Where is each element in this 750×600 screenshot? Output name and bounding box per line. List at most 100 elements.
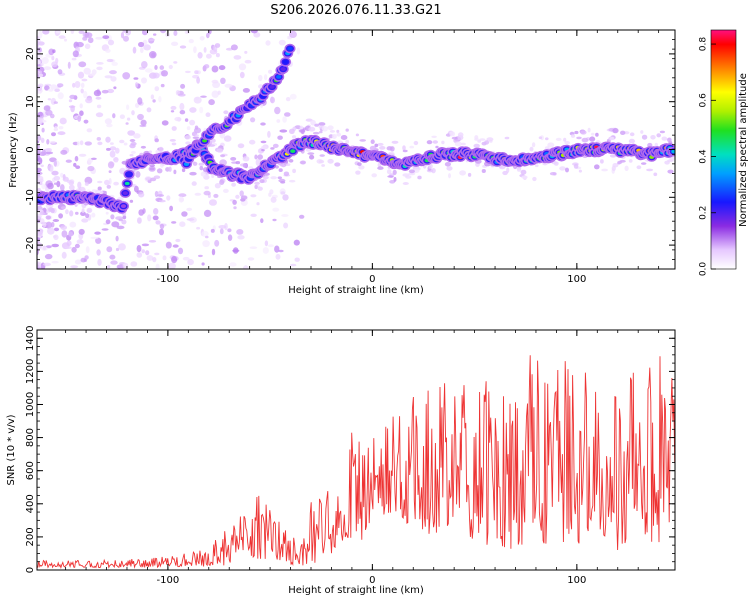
- noise-blob: [86, 128, 93, 133]
- noise-blob: [628, 138, 636, 144]
- noise-blob: [115, 247, 120, 252]
- noise-blob: [39, 218, 45, 225]
- noise-blob: [43, 262, 51, 267]
- noise-blob: [138, 209, 144, 216]
- noise-blob: [580, 130, 587, 135]
- noise-blob: [619, 159, 626, 163]
- branch-blob: [287, 46, 293, 51]
- noise-blob: [267, 244, 274, 248]
- noise-blob: [160, 83, 165, 88]
- noise-blob: [37, 213, 42, 220]
- noise-blob: [105, 136, 111, 143]
- noise-blob: [115, 235, 119, 242]
- noise-blob: [331, 134, 337, 139]
- branch-blob: [276, 75, 282, 79]
- noise-blob: [327, 125, 334, 131]
- noise-blob: [319, 154, 325, 157]
- noise-blob: [121, 219, 127, 225]
- colorbar-tick-label: 0.2: [699, 206, 709, 220]
- noise-blob: [65, 159, 72, 163]
- noise-blob: [656, 133, 661, 138]
- noise-blob: [250, 194, 257, 198]
- noise-blob: [106, 58, 114, 63]
- noise-blob: [84, 43, 91, 50]
- ridge-blob: [126, 172, 132, 177]
- snr-ytick-label: 400: [25, 494, 36, 513]
- noise-blob: [300, 160, 306, 165]
- noise-blob: [219, 228, 224, 235]
- noise-blob: [125, 122, 129, 125]
- noise-blob: [43, 66, 52, 71]
- noise-blob: [250, 117, 256, 123]
- noise-blob: [145, 250, 150, 256]
- noise-blob: [574, 130, 579, 135]
- noise-blob: [58, 213, 63, 219]
- noise-blob: [230, 157, 237, 161]
- noise-blob: [481, 169, 486, 173]
- noise-blob: [53, 235, 57, 238]
- noise-blob: [312, 131, 320, 135]
- noise-blob: [521, 175, 528, 179]
- noise-blob: [517, 168, 522, 172]
- noise-blob: [289, 30, 297, 38]
- noise-blob: [659, 130, 666, 134]
- noise-blob: [129, 154, 134, 157]
- noise-blob: [620, 130, 626, 135]
- noise-blob: [110, 260, 118, 265]
- noise-blob: [428, 163, 433, 169]
- noise-blob: [111, 61, 118, 66]
- noise-blob: [152, 215, 159, 221]
- noise-blob: [37, 85, 43, 91]
- snr-ytick-label: 1000: [25, 392, 36, 417]
- noise-blob: [520, 169, 527, 175]
- noise-blob: [441, 140, 445, 145]
- noise-blob: [119, 114, 125, 119]
- noise-blob: [392, 169, 397, 175]
- noise-blob: [502, 170, 508, 176]
- noise-blob: [126, 104, 130, 110]
- noise-blob: [595, 132, 599, 137]
- ridge-blob: [671, 149, 675, 154]
- colorbar-ticks: 0.0 0.2 0.4 0.6 0.8: [699, 37, 716, 276]
- noise-blob: [75, 41, 84, 48]
- noise-blob: [345, 128, 349, 132]
- noise-blob: [181, 211, 188, 217]
- noise-blob: [140, 119, 147, 126]
- noise-blob: [256, 202, 260, 206]
- noise-blob: [214, 183, 221, 189]
- noise-blob: [308, 126, 316, 132]
- noise-blob: [244, 50, 248, 54]
- noise-blob: [309, 154, 315, 160]
- noise-blob: [198, 162, 205, 166]
- noise-blob: [40, 137, 45, 143]
- noise-blob: [549, 172, 557, 176]
- noise-blob: [106, 123, 113, 128]
- noise-blob: [161, 120, 169, 126]
- noise-blob: [94, 231, 101, 235]
- noise-blob: [110, 214, 115, 220]
- noise-blob: [153, 175, 161, 179]
- noise-blob: [45, 109, 53, 116]
- noise-blob: [174, 116, 182, 122]
- noise-blob: [38, 30, 43, 39]
- noise-blob: [581, 137, 589, 143]
- noise-blob: [81, 218, 89, 223]
- noise-blob: [91, 157, 97, 160]
- noise-blob: [159, 228, 164, 236]
- noise-blob: [238, 63, 247, 71]
- noise-blob: [193, 96, 202, 104]
- noise-blob: [280, 181, 286, 184]
- noise-blob: [53, 175, 61, 181]
- noise-blob: [37, 60, 41, 65]
- noise-blob: [79, 140, 84, 146]
- noise-blob: [274, 245, 280, 253]
- noise-blob: [223, 135, 232, 142]
- snr-plot-area: [37, 355, 675, 569]
- spectrogram-ytick-label: 10: [25, 95, 36, 108]
- noise-blob: [97, 141, 103, 146]
- noise-blob: [123, 35, 129, 42]
- noise-blob: [55, 30, 60, 34]
- noise-blob: [345, 139, 350, 144]
- snr-ylabel: SNR (10 * v/v): [6, 414, 17, 485]
